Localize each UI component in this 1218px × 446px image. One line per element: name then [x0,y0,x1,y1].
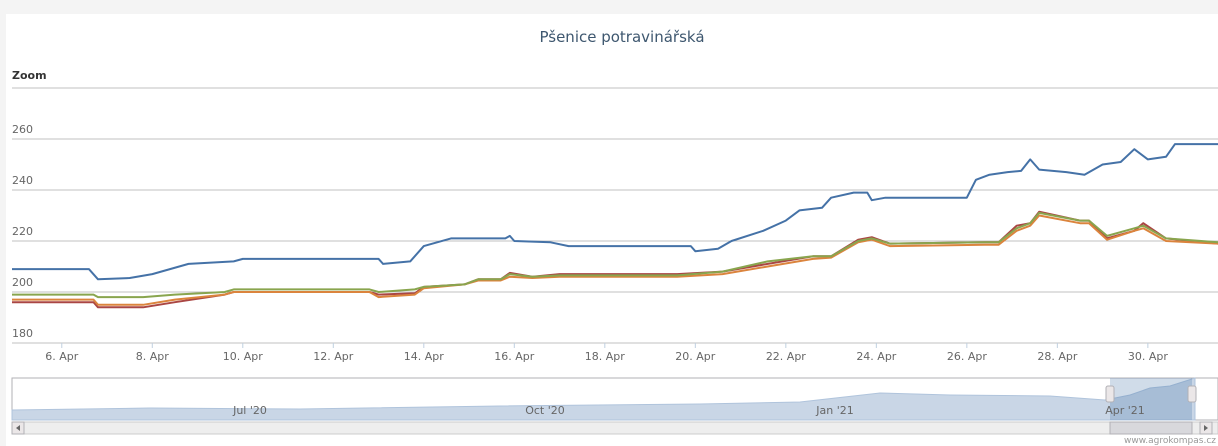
x-tick-label: 18. Apr [585,350,625,363]
y-tick-label: 220 [12,225,33,238]
x-tick-label: 28. Apr [1037,350,1077,363]
x-tick-label: 10. Apr [223,350,263,363]
x-tick-label: 26. Apr [947,350,987,363]
y-tick-label: 200 [12,276,33,289]
x-tick-label: 24. Apr [856,350,896,363]
navigator-handle[interactable] [1187,385,1197,403]
navigator-label: Oct '20 [525,404,565,417]
arrow-left [16,425,20,431]
navigator-label: Jul '20 [232,404,267,417]
scrollbar [11,421,1218,435]
grid: 180 200 220 240 260 6. Apr 8. Apr 10. Apr 12. Ap… [12,87,1218,363]
x-tick-label: 20. Apr [675,350,715,363]
x-tick-label: 22. Apr [766,350,806,363]
series-line [12,214,1218,306]
scrollbar-thumb[interactable] [1109,421,1193,435]
scrollbar-track [11,421,1218,435]
navigator-label: Apr '21 [1105,404,1145,417]
zoom-label: Zoom [12,69,47,82]
chart-title: Pšenice potravinářská [539,28,704,46]
navigator-label: Jan '21 [815,404,853,417]
arrow-right [1204,425,1208,431]
x-tick-label: 30. Apr [1128,350,1168,363]
navigator-handle[interactable] [1105,385,1115,403]
navigator: Jul '20 Oct '20 Jan '21 Apr '21 [11,377,1218,421]
credit: www.agrokompas.cz [1124,436,1216,446]
series-line [12,211,1218,299]
y-tick-label: 260 [12,123,33,136]
y-tick-label: 180 [12,327,33,340]
y-tick-label: 240 [12,174,33,187]
x-tick-label: 8. Apr [136,350,169,363]
plot [12,143,1218,309]
x-tick-label: 16. Apr [494,350,534,363]
series-line [12,143,1218,281]
x-tick-label: 12. Apr [313,350,353,363]
x-tick-label: 14. Apr [404,350,444,363]
x-tick-label: 6. Apr [45,350,78,363]
navigator-selection [1110,378,1192,420]
